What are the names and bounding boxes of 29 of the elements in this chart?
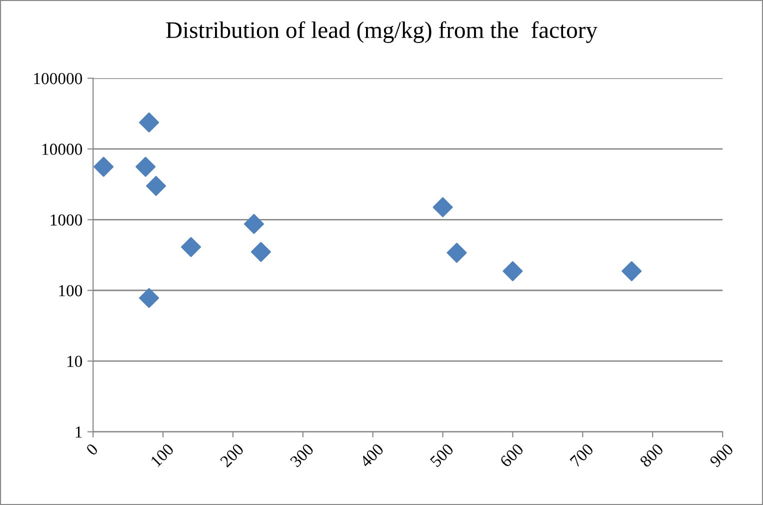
x-tick-label: 700 — [570, 442, 594, 468]
x-tick-label: 0 — [86, 442, 99, 456]
point — [180, 237, 202, 258]
y-tick-label: 1 — [76, 426, 82, 438]
x-tick-label: 800 — [639, 442, 664, 468]
x-tick-label: 400 — [359, 442, 384, 468]
point — [94, 156, 114, 177]
chart-title: Distribution of lead (mg/kg) from the factory — [166, 21, 598, 43]
point — [139, 288, 160, 308]
x-tick-label: 300 — [290, 442, 314, 468]
point — [250, 242, 271, 262]
point — [502, 261, 523, 282]
point — [146, 176, 166, 196]
y-tick-label: 100000 — [34, 72, 82, 84]
point — [139, 112, 160, 132]
y-tick-label: 1000 — [50, 214, 82, 226]
x-tick-label: 200 — [220, 442, 244, 468]
point — [244, 214, 264, 234]
point — [446, 242, 467, 263]
x-tick-label: 600 — [499, 442, 524, 468]
y-tick-label: 100 — [59, 285, 82, 296]
y-tick-label: 10 — [67, 356, 82, 368]
point — [622, 261, 642, 282]
x-tick-label: 500 — [430, 442, 454, 468]
x-tick-label: 100 — [150, 442, 174, 468]
y-tick-label: 10000 — [42, 144, 82, 155]
point — [432, 197, 453, 218]
point — [136, 156, 156, 177]
x-tick-label: 900 — [709, 442, 734, 468]
